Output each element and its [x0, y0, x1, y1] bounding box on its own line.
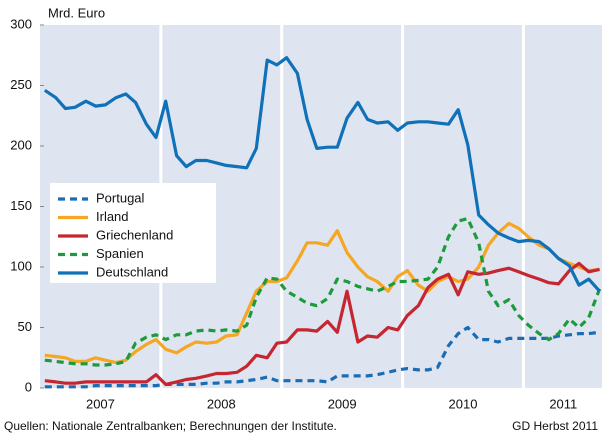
x-tick-label: 2010	[449, 396, 478, 411]
legend-label: Spanien	[96, 246, 144, 261]
line-portugal	[44, 325, 600, 389]
credit: GD Herbst 2011	[512, 419, 598, 433]
x-tick-label: 2009	[328, 396, 357, 411]
line-irland	[44, 221, 600, 365]
y-tick-label: 300	[10, 16, 32, 31]
line-deutschland	[43, 56, 601, 293]
y-tick-label: 100	[10, 258, 32, 273]
y-tick-label: 250	[10, 77, 32, 92]
x-tick-label: 2007	[86, 396, 115, 411]
y-tick-label: 0	[25, 379, 32, 394]
line-spanien	[44, 217, 602, 367]
x-tick-label: 2008	[207, 396, 236, 411]
line-griechenland	[44, 261, 600, 386]
x-tick-label: 2011	[549, 396, 577, 411]
legend-label: Deutschland	[96, 264, 168, 279]
legend-label: Griechenland	[96, 227, 173, 242]
legend-label: Portugal	[96, 190, 145, 205]
legend-box	[50, 183, 216, 283]
y-tick-label: 200	[10, 137, 32, 152]
legend-label: Irland	[96, 209, 129, 224]
y-tick-label: 150	[10, 198, 32, 213]
y-axis-label: Mrd. Euro	[48, 5, 105, 20]
source: Quellen: Nationale Zentralbanken; Berech…	[4, 419, 337, 433]
y-tick-label: 50	[18, 319, 32, 334]
